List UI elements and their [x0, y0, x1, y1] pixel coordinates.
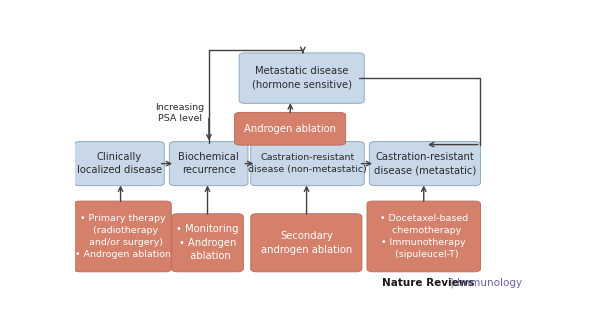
- Text: Biochemical
recurrence: Biochemical recurrence: [178, 152, 239, 175]
- Text: Secondary
androgen ablation: Secondary androgen ablation: [261, 231, 352, 255]
- Text: Clinically
localized disease: Clinically localized disease: [77, 152, 162, 175]
- Text: Metastatic disease
(hormone sensitive): Metastatic disease (hormone sensitive): [251, 66, 352, 90]
- Text: Castration-resistant
disease (metastatic): Castration-resistant disease (metastatic…: [374, 152, 476, 175]
- FancyBboxPatch shape: [235, 113, 346, 145]
- FancyBboxPatch shape: [74, 141, 164, 186]
- Text: Increasing
PSA level: Increasing PSA level: [155, 103, 204, 123]
- FancyBboxPatch shape: [239, 53, 364, 103]
- Text: | Immunology: | Immunology: [447, 277, 522, 288]
- FancyBboxPatch shape: [251, 214, 362, 272]
- FancyBboxPatch shape: [169, 141, 248, 186]
- FancyBboxPatch shape: [370, 141, 481, 186]
- FancyBboxPatch shape: [172, 214, 244, 272]
- Text: Castration-resistant
disease (non-metastatic): Castration-resistant disease (non-metast…: [248, 153, 367, 174]
- FancyBboxPatch shape: [74, 201, 171, 272]
- Text: • Monitoring
• Androgen
  ablation: • Monitoring • Androgen ablation: [176, 224, 239, 261]
- Text: • Docetaxel-based
  chemotherapy
• Immunotherapy
  (sipuleucel-T): • Docetaxel-based chemotherapy • Immunot…: [380, 214, 468, 259]
- Text: • Primary therapy
  (radiotherapy
  and/or surgery)
• Androgen ablation: • Primary therapy (radiotherapy and/or s…: [75, 214, 170, 259]
- FancyBboxPatch shape: [367, 201, 481, 272]
- FancyBboxPatch shape: [251, 141, 364, 186]
- Text: Nature Reviews: Nature Reviews: [382, 278, 475, 288]
- Text: Androgen ablation: Androgen ablation: [244, 124, 336, 134]
